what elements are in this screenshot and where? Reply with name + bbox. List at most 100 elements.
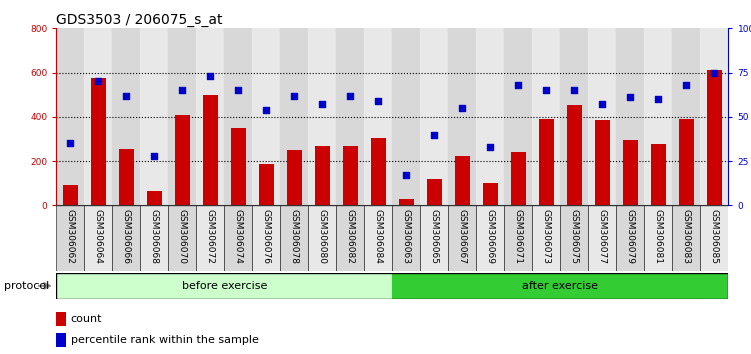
- Bar: [56, 28, 84, 205]
- Bar: [532, 205, 560, 271]
- Bar: [225, 205, 252, 271]
- Bar: [113, 28, 140, 205]
- Text: GSM306085: GSM306085: [710, 209, 719, 264]
- Bar: [589, 205, 617, 271]
- Bar: [175, 115, 190, 205]
- Text: percentile rank within the sample: percentile rank within the sample: [71, 335, 258, 345]
- Text: GSM306071: GSM306071: [514, 209, 523, 264]
- Bar: [203, 95, 218, 205]
- Text: GSM306073: GSM306073: [542, 209, 551, 264]
- Bar: [532, 28, 560, 205]
- Bar: [672, 28, 701, 205]
- Text: GSM306076: GSM306076: [262, 209, 271, 264]
- Bar: [119, 149, 134, 205]
- Bar: [476, 28, 505, 205]
- Bar: [336, 205, 364, 271]
- Text: GSM306062: GSM306062: [66, 209, 75, 263]
- Bar: [62, 185, 78, 205]
- Bar: [371, 138, 386, 205]
- Point: [232, 87, 244, 93]
- Bar: [617, 205, 644, 271]
- Text: GSM306081: GSM306081: [654, 209, 663, 264]
- Bar: [196, 28, 225, 205]
- Bar: [679, 119, 694, 205]
- Text: GSM306066: GSM306066: [122, 209, 131, 264]
- Bar: [364, 205, 392, 271]
- Point: [261, 107, 273, 113]
- Point: [653, 96, 665, 102]
- Text: GSM306068: GSM306068: [150, 209, 159, 264]
- Bar: [538, 119, 554, 205]
- Point: [149, 153, 161, 159]
- Bar: [392, 205, 421, 271]
- Point: [204, 73, 216, 79]
- Bar: [196, 205, 225, 271]
- Bar: [336, 28, 364, 205]
- Text: GSM306083: GSM306083: [682, 209, 691, 264]
- Bar: [560, 205, 589, 271]
- Bar: [168, 28, 196, 205]
- Text: GSM306075: GSM306075: [570, 209, 579, 264]
- Text: GSM306067: GSM306067: [458, 209, 467, 264]
- Text: GSM306084: GSM306084: [374, 209, 383, 263]
- Point: [92, 79, 104, 84]
- Bar: [231, 128, 246, 205]
- Point: [65, 141, 77, 146]
- Bar: [392, 273, 728, 299]
- Text: GSM306079: GSM306079: [626, 209, 635, 264]
- Bar: [287, 150, 302, 205]
- Bar: [364, 28, 392, 205]
- Point: [484, 144, 496, 150]
- Bar: [309, 205, 336, 271]
- Point: [428, 132, 440, 137]
- Bar: [280, 205, 309, 271]
- Bar: [56, 333, 66, 347]
- Point: [596, 102, 608, 107]
- Bar: [701, 205, 728, 271]
- Point: [345, 93, 357, 98]
- Bar: [672, 205, 701, 271]
- Bar: [651, 144, 666, 205]
- Bar: [392, 28, 421, 205]
- Text: before exercise: before exercise: [182, 281, 267, 291]
- Bar: [168, 205, 196, 271]
- Bar: [560, 28, 589, 205]
- Point: [457, 105, 469, 111]
- Text: GSM306082: GSM306082: [346, 209, 355, 263]
- Bar: [140, 28, 168, 205]
- Point: [120, 93, 132, 98]
- Text: GSM306077: GSM306077: [598, 209, 607, 264]
- Bar: [225, 28, 252, 205]
- Bar: [280, 28, 309, 205]
- Bar: [511, 152, 526, 205]
- Point: [400, 172, 412, 178]
- Bar: [617, 28, 644, 205]
- Point: [624, 95, 636, 100]
- Point: [680, 82, 692, 88]
- Bar: [701, 28, 728, 205]
- Bar: [623, 140, 638, 205]
- Text: GSM306070: GSM306070: [178, 209, 187, 264]
- Bar: [505, 205, 532, 271]
- Bar: [91, 78, 106, 205]
- Bar: [476, 205, 505, 271]
- Bar: [309, 28, 336, 205]
- Bar: [454, 155, 470, 205]
- Bar: [595, 120, 610, 205]
- Bar: [84, 28, 113, 205]
- Point: [288, 93, 300, 98]
- Point: [569, 87, 581, 93]
- Point: [316, 102, 328, 107]
- Bar: [644, 205, 672, 271]
- Text: protocol: protocol: [4, 281, 49, 291]
- Bar: [252, 28, 280, 205]
- Bar: [644, 28, 672, 205]
- Text: count: count: [71, 314, 102, 324]
- Bar: [505, 28, 532, 205]
- Bar: [421, 205, 448, 271]
- Text: GSM306065: GSM306065: [430, 209, 439, 264]
- Text: GSM306063: GSM306063: [402, 209, 411, 264]
- Text: GSM306080: GSM306080: [318, 209, 327, 264]
- Text: GDS3503 / 206075_s_at: GDS3503 / 206075_s_at: [56, 13, 223, 27]
- Text: GSM306078: GSM306078: [290, 209, 299, 264]
